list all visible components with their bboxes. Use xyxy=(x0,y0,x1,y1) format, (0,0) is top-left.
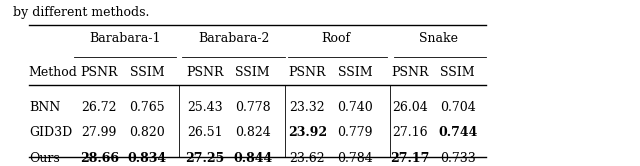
Text: 0.834: 0.834 xyxy=(127,152,167,165)
Text: 0.784: 0.784 xyxy=(337,152,373,165)
Text: 0.824: 0.824 xyxy=(235,126,271,139)
Text: 0.733: 0.733 xyxy=(440,152,476,165)
Text: BNN: BNN xyxy=(29,101,60,114)
Text: 27.16: 27.16 xyxy=(392,126,428,139)
Text: PSNR: PSNR xyxy=(391,66,428,79)
Text: 26.51: 26.51 xyxy=(187,126,223,139)
Text: SSIM: SSIM xyxy=(130,66,164,79)
Text: 23.92: 23.92 xyxy=(287,126,327,139)
Text: 0.820: 0.820 xyxy=(129,126,165,139)
Text: Ours: Ours xyxy=(29,152,60,165)
Text: 0.779: 0.779 xyxy=(337,126,373,139)
Text: 27.17: 27.17 xyxy=(390,152,429,165)
Text: SSIM: SSIM xyxy=(236,66,270,79)
Text: 25.43: 25.43 xyxy=(187,101,223,114)
Text: SSIM: SSIM xyxy=(440,66,475,79)
Text: 26.72: 26.72 xyxy=(81,101,117,114)
Text: 23.62: 23.62 xyxy=(289,152,325,165)
Text: Method: Method xyxy=(29,66,77,79)
Text: 0.740: 0.740 xyxy=(337,101,373,114)
Text: SSIM: SSIM xyxy=(338,66,372,79)
Text: Barabara-2: Barabara-2 xyxy=(198,32,269,45)
Text: 27.25: 27.25 xyxy=(185,152,225,165)
Text: 0.704: 0.704 xyxy=(440,101,476,114)
Text: Snake: Snake xyxy=(419,32,458,45)
Text: 0.844: 0.844 xyxy=(233,152,273,165)
Text: 28.66: 28.66 xyxy=(80,152,118,165)
Text: PSNR: PSNR xyxy=(81,66,118,79)
Text: 27.99: 27.99 xyxy=(81,126,117,139)
Text: 23.32: 23.32 xyxy=(289,101,325,114)
Text: by different methods.: by different methods. xyxy=(13,6,149,19)
Text: Barabara-1: Barabara-1 xyxy=(89,32,161,45)
Text: 0.778: 0.778 xyxy=(235,101,271,114)
Text: PSNR: PSNR xyxy=(289,66,326,79)
Text: 0.744: 0.744 xyxy=(438,126,477,139)
Text: Roof: Roof xyxy=(321,32,351,45)
Text: 0.765: 0.765 xyxy=(129,101,165,114)
Text: 26.04: 26.04 xyxy=(392,101,428,114)
Text: PSNR: PSNR xyxy=(186,66,223,79)
Text: GID3D: GID3D xyxy=(29,126,72,139)
